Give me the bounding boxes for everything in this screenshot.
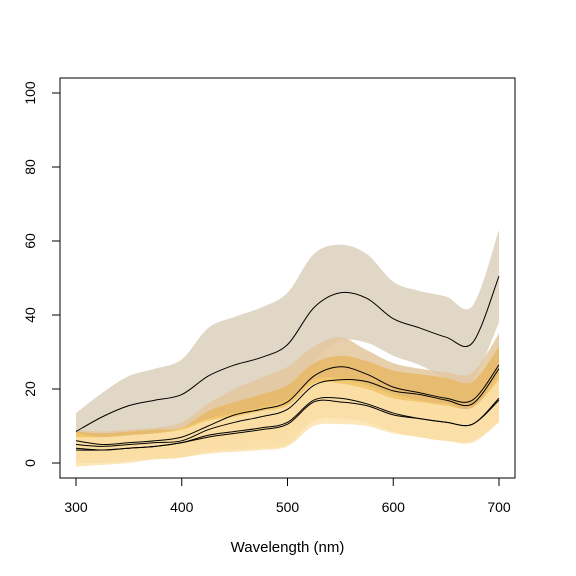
y-tick-label: 20 <box>22 381 38 397</box>
series-2-line <box>75 364 500 446</box>
series-1-line <box>75 275 500 432</box>
x-axis-title: Wavelength (nm) <box>231 539 345 556</box>
series-5-line <box>75 399 500 451</box>
y-axis: 0 20 40 60 80 100 <box>22 81 61 467</box>
series-3-line <box>75 368 500 447</box>
y-tick-label: 100 <box>22 81 38 105</box>
y-tick-label: 0 <box>22 459 38 467</box>
y-tick-label: 80 <box>22 159 38 175</box>
series-5-band <box>76 379 499 467</box>
x-tick-label: 300 <box>64 499 88 515</box>
mean-lines <box>75 275 500 451</box>
y-tick-label: 40 <box>22 307 38 323</box>
x-tick-label: 600 <box>382 499 406 515</box>
x-tick-label: 400 <box>170 499 194 515</box>
x-tick-label: 700 <box>487 499 511 515</box>
x-axis: 300 400 500 600 700 <box>64 477 511 515</box>
y-tick-label: 60 <box>22 233 38 249</box>
x-tick-label: 500 <box>276 499 300 515</box>
